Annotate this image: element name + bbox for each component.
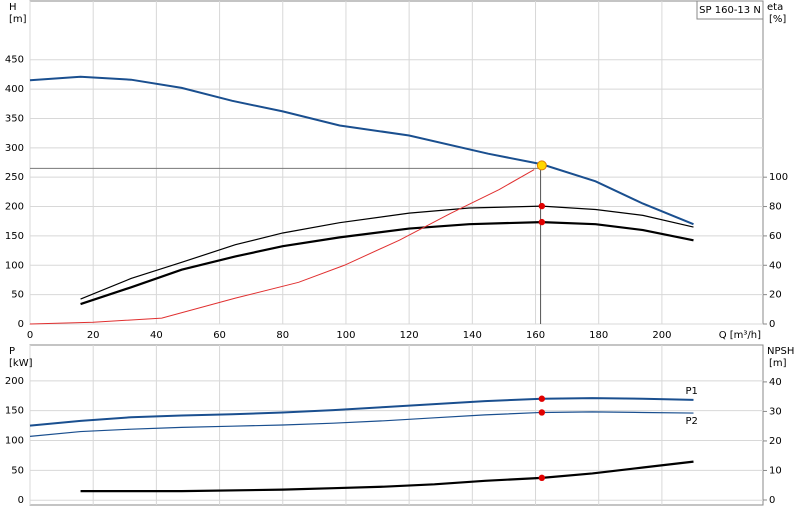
- y2-axis-label: eta: [767, 2, 783, 13]
- y2-tick-label: 30: [769, 406, 782, 417]
- x-tick-label: 140: [463, 330, 482, 341]
- series-line: [29, 411, 694, 437]
- y2-tick-label: 20: [769, 436, 782, 447]
- x-tick-label: 100: [336, 330, 355, 341]
- plot-area: [29, 344, 764, 506]
- y2-tick-label: 80: [769, 202, 782, 213]
- y-tick-label: 300: [5, 143, 24, 154]
- y-tick-label: 150: [5, 231, 24, 242]
- y-tick-label: 200: [5, 202, 24, 213]
- series-line: [80, 205, 694, 300]
- operating-point: [538, 202, 546, 210]
- y2-axis-label: NPSH: [767, 346, 794, 357]
- y2-tick-label: 60: [769, 231, 782, 242]
- y2-tick-label: 20: [769, 290, 782, 301]
- y2-tick-label: 40: [769, 260, 782, 271]
- y-tick-label: 0: [18, 319, 24, 330]
- series-line: [29, 75, 694, 226]
- y2-axis-unit: [%]: [769, 14, 786, 25]
- x-tick-label: 60: [213, 330, 226, 341]
- y2-tick-label: 0: [769, 319, 775, 330]
- y2-axis-unit: [m]: [769, 358, 787, 369]
- y-tick-label: 350: [5, 113, 24, 124]
- series-label: P2: [685, 416, 697, 427]
- x-tick-label: 40: [150, 330, 163, 341]
- x-tick-label: 200: [652, 330, 671, 341]
- title-box: [696, 0, 764, 20]
- series-line: [80, 221, 694, 306]
- y-tick-label: 100: [5, 260, 24, 271]
- plot-area: [29, 0, 764, 325]
- y-axis-label: P: [9, 346, 15, 357]
- y-axis-unit: [m]: [9, 14, 27, 25]
- x-tick-label: 120: [400, 330, 419, 341]
- chart-title: SP 160-13 N: [699, 5, 761, 16]
- operating-point: [538, 395, 546, 402]
- y-tick-label: 450: [5, 55, 24, 66]
- operating-point: [538, 218, 546, 226]
- y-tick-label: 250: [5, 172, 24, 183]
- series-line: [80, 460, 694, 493]
- x-tick-label: 160: [526, 330, 545, 341]
- y-tick-label: 0: [18, 495, 24, 506]
- y-tick-label: 200: [5, 376, 24, 387]
- operating-point: [538, 409, 546, 416]
- y-tick-label: 150: [5, 406, 24, 417]
- y2-tick-label: 10: [769, 465, 782, 476]
- operating-point: [538, 474, 546, 482]
- y-tick-label: 100: [5, 436, 24, 447]
- series-line: [29, 169, 535, 325]
- y-tick-label: 400: [5, 84, 24, 95]
- y-axis-unit: [kW]: [9, 358, 33, 369]
- y2-tick-label: 0: [769, 495, 775, 506]
- y-axis-label: H: [9, 2, 17, 13]
- x-tick-label: 80: [276, 330, 289, 341]
- operating-point: [536, 160, 547, 171]
- x-tick-label: 180: [589, 330, 608, 341]
- x-tick-label: 20: [87, 330, 100, 341]
- series-label: P1: [685, 386, 697, 397]
- y2-tick-label: 40: [769, 377, 782, 388]
- y-tick-label: 50: [11, 465, 24, 476]
- y-tick-label: 50: [11, 290, 24, 301]
- y2-tick-label: 100: [769, 172, 788, 183]
- series-line: [29, 397, 694, 427]
- x-tick-label: 0: [27, 330, 33, 341]
- x-axis-label: Q [m³/h]: [719, 330, 761, 341]
